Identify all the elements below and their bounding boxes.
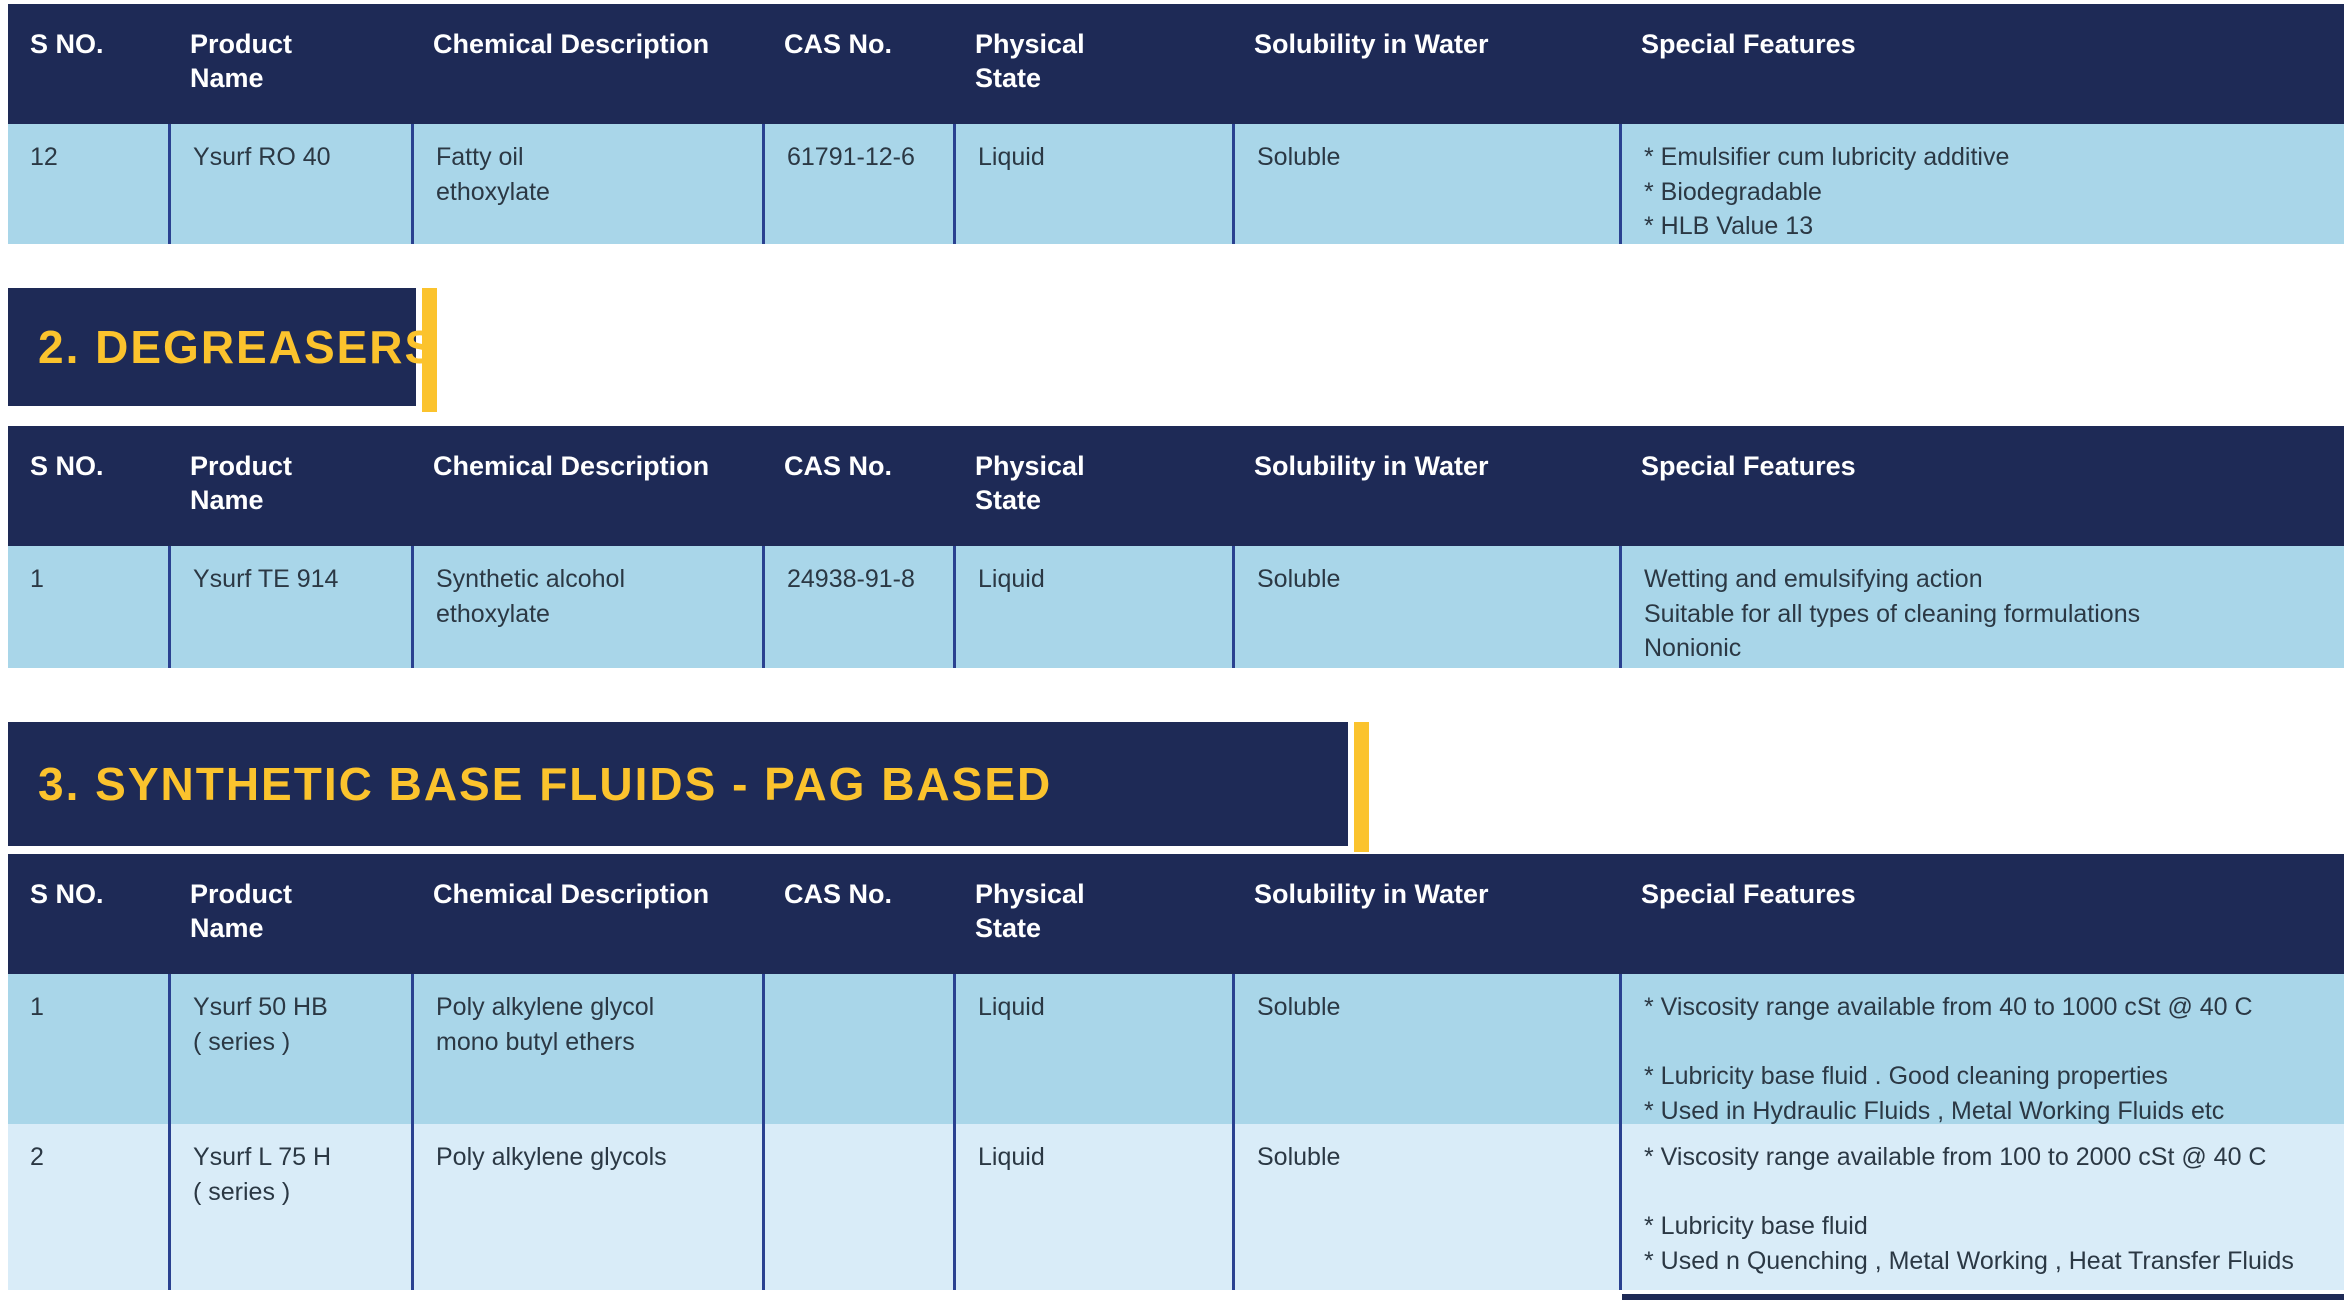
- header-cell-cas-no: CAS No.: [784, 451, 892, 481]
- table-row: 1 Ysurf TE 914 Synthetic alcohol ethoxyl…: [8, 546, 2344, 668]
- synthetic-base-fluids-table: S NO. Product Name Chemical Description …: [8, 854, 2344, 1290]
- cell-chemical-description: Poly alkylene glycols: [411, 1124, 762, 1290]
- header-cell-cas-no: CAS No.: [784, 879, 892, 909]
- header-cell-product-name: Product Name: [190, 29, 293, 93]
- table-header-row: S NO. Product Name Chemical Description …: [8, 4, 2344, 124]
- cell-chemical-description: Poly alkylene glycol mono butyl ethers: [411, 974, 762, 1128]
- header-cell-s-no: S NO.: [30, 451, 104, 481]
- cell-solubility: Soluble: [1232, 974, 1619, 1128]
- cell-s-no: 2: [30, 1143, 44, 1171]
- cell-solubility: Soluble: [1232, 546, 1619, 668]
- cell-physical-state: Liquid: [953, 546, 1232, 668]
- cell-physical-state: Liquid: [953, 1124, 1232, 1290]
- products-table-continuation: S NO. Product Name Chemical Description …: [8, 4, 2344, 244]
- degreasers-table: S NO. Product Name Chemical Description …: [8, 426, 2344, 668]
- header-cell-solubility: Solubility in Water: [1254, 29, 1489, 59]
- section-heading-box: 3. SYNTHETIC BASE FLUIDS - PAG BASED: [8, 722, 1348, 846]
- header-cell-chemical-description: Chemical Description: [433, 451, 710, 481]
- header-cell-solubility: Solubility in Water: [1254, 451, 1489, 481]
- cell-product-name: Ysurf RO 40: [168, 124, 411, 244]
- section-heading-degreasers: 2. DEGREASERS: [8, 288, 2344, 412]
- cell-special-features: * Emulsifier cum lubricity additive * Bi…: [1619, 124, 2344, 244]
- cell-product-name: Ysurf L 75 H ( series ): [168, 1124, 411, 1290]
- table-row: 2 Ysurf L 75 H ( series ) Poly alkylene …: [8, 1124, 2344, 1290]
- cell-chemical-description: Fatty oil ethoxylate: [411, 124, 762, 244]
- header-cell-special-features: Special Features: [1641, 451, 1856, 481]
- cell-cas-no: [762, 974, 953, 1128]
- cell-s-no: 1: [30, 565, 44, 593]
- table-header-row: S NO. Product Name Chemical Description …: [8, 426, 2344, 546]
- cell-cas-no: 24938-91-8: [762, 546, 953, 668]
- table-row: 1 Ysurf 50 HB ( series ) Poly alkylene g…: [8, 974, 2344, 1128]
- cell-product-name: Ysurf 50 HB ( series ): [168, 974, 411, 1128]
- section-heading-text: 3. SYNTHETIC BASE FLUIDS - PAG BASED: [38, 758, 1053, 810]
- header-cell-physical-state: Physical State: [975, 879, 1085, 943]
- section-heading-box: 2. DEGREASERS: [8, 288, 435, 406]
- header-cell-special-features: Special Features: [1641, 29, 1856, 59]
- cell-s-no: 12: [30, 143, 58, 171]
- section-heading-synthetic-base-fluids: 3. SYNTHETIC BASE FLUIDS - PAG BASED: [8, 722, 2344, 852]
- heading-accent-bar: [422, 288, 437, 412]
- cell-solubility: Soluble: [1232, 124, 1619, 244]
- cell-special-features: * Viscosity range available from 100 to …: [1619, 1124, 2344, 1290]
- cell-s-no: 1: [30, 993, 44, 1021]
- table-row: 12 Ysurf RO 40 Fatty oil ethoxylate 6179…: [8, 124, 2344, 244]
- cell-physical-state: Liquid: [953, 124, 1232, 244]
- cell-cas-no: [762, 1124, 953, 1290]
- cell-product-name: Ysurf TE 914: [168, 546, 411, 668]
- header-cell-physical-state: Physical State: [975, 451, 1085, 515]
- header-cell-special-features: Special Features: [1641, 879, 1856, 909]
- table-header-row: S NO. Product Name Chemical Description …: [8, 854, 2344, 974]
- cell-physical-state: Liquid: [953, 974, 1232, 1128]
- header-cell-cas-no: CAS No.: [784, 29, 892, 59]
- header-cell-physical-state: Physical State: [975, 29, 1085, 93]
- cell-special-features: * Viscosity range available from 40 to 1…: [1619, 974, 2344, 1128]
- header-cell-chemical-description: Chemical Description: [433, 29, 710, 59]
- cell-special-features: Wetting and emulsifying action Suitable …: [1619, 546, 2344, 668]
- section-heading-text: 2. DEGREASERS: [38, 321, 438, 373]
- header-cell-s-no: S NO.: [30, 879, 104, 909]
- header-cell-product-name: Product Name: [190, 451, 293, 515]
- cell-cas-no: 61791-12-6: [762, 124, 953, 244]
- header-cell-chemical-description: Chemical Description: [433, 879, 710, 909]
- header-cell-product-name: Product Name: [190, 879, 293, 943]
- header-cell-s-no: S NO.: [30, 29, 104, 59]
- next-table-partial-edge: [1622, 1294, 2344, 1300]
- header-cell-solubility: Solubility in Water: [1254, 879, 1489, 909]
- cell-solubility: Soluble: [1232, 1124, 1619, 1290]
- cell-chemical-description: Synthetic alcohol ethoxylate: [411, 546, 762, 668]
- heading-accent-bar: [1354, 722, 1369, 852]
